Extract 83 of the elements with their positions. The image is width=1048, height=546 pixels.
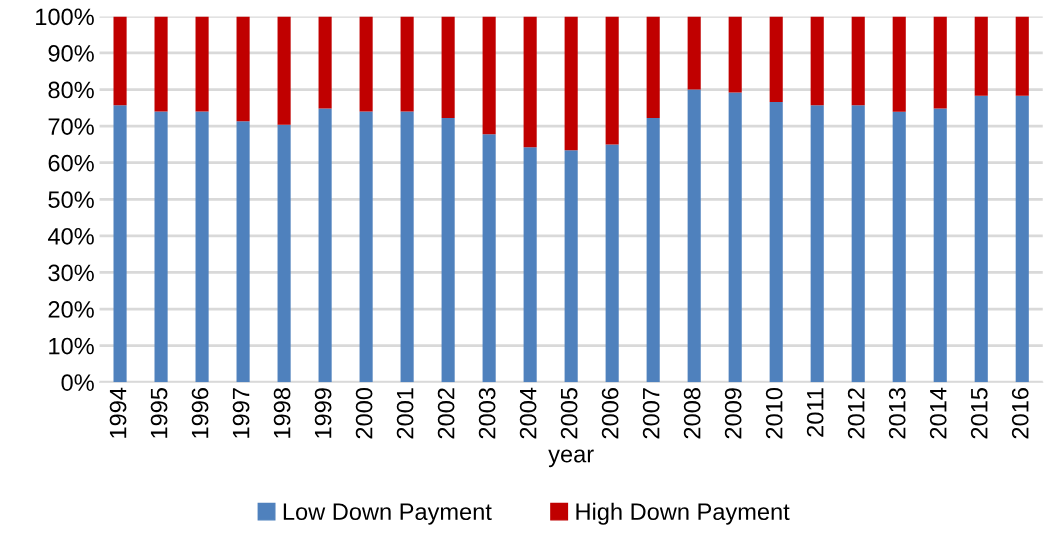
bar — [564, 150, 578, 383]
bar — [933, 16, 947, 109]
bar — [195, 16, 209, 112]
bar — [974, 95, 988, 383]
x-tick-label: 2015 — [970, 388, 988, 439]
bar — [810, 105, 824, 383]
bar — [1015, 16, 1029, 96]
bar — [728, 16, 742, 93]
x-tick-label: 2001 — [396, 388, 414, 439]
bar — [318, 108, 332, 383]
x-tick-label: 2013 — [888, 388, 906, 439]
bar — [564, 16, 578, 151]
bar — [441, 16, 455, 119]
y-tick-label: 100% — [36, 8, 94, 26]
x-tick-label: 2014 — [929, 387, 947, 439]
x-tick-label: 2012 — [847, 388, 865, 439]
y-tick-label: 30% — [48, 264, 94, 282]
bar — [933, 108, 947, 383]
bar — [359, 111, 373, 383]
bar — [646, 118, 660, 383]
bar — [318, 16, 332, 109]
bar — [154, 16, 168, 112]
bar — [113, 16, 127, 106]
x-tick-label: 2016 — [1011, 388, 1029, 439]
x-tick-label: 2008 — [683, 388, 701, 439]
bar — [113, 105, 127, 383]
bar — [400, 111, 414, 383]
x-tick-label: 2002 — [437, 388, 455, 439]
y-tick-label: 80% — [48, 81, 94, 99]
x-tick-label: 2004 — [519, 387, 537, 439]
bar — [687, 89, 701, 383]
bar — [482, 16, 496, 135]
bar — [892, 16, 906, 112]
y-tick-label: 10% — [49, 337, 94, 355]
bar — [892, 111, 906, 383]
x-tick-label: 1996 — [191, 388, 209, 438]
bar — [851, 105, 865, 383]
bar — [646, 16, 660, 119]
bar — [277, 124, 291, 383]
x-tick-label: 2006 — [601, 388, 619, 439]
bar — [851, 16, 865, 106]
bar — [769, 101, 783, 383]
y-tick-label: 0% — [61, 374, 94, 391]
bar — [728, 92, 742, 383]
y-tick-label: 60% — [48, 154, 94, 172]
legend-label: High Down Payment — [576, 502, 790, 525]
x-tick-label: 2011 — [806, 388, 824, 437]
bar — [523, 147, 537, 383]
x-tick-label: 1997 — [232, 388, 250, 438]
x-tick-label: 2005 — [560, 388, 578, 439]
bar — [359, 16, 373, 112]
bar — [605, 16, 619, 145]
y-tick-label: 70% — [48, 118, 94, 135]
bar — [605, 144, 619, 383]
x-tick-label: 1998 — [273, 388, 291, 438]
bar — [1015, 95, 1029, 383]
bar — [277, 16, 291, 125]
y-tick-label: 40% — [47, 227, 94, 245]
bar — [195, 111, 209, 383]
x-tick-label: 1994 — [109, 387, 127, 438]
y-tick-label: 90% — [48, 45, 94, 62]
x-axis-title: year — [548, 449, 594, 468]
y-tick-label: 20% — [48, 301, 94, 318]
x-tick-label: 1995 — [150, 388, 168, 438]
bar — [441, 118, 455, 383]
bar — [400, 16, 414, 112]
x-tick-label: 2007 — [642, 388, 660, 439]
bar — [236, 16, 250, 122]
x-tick-label: 2010 — [765, 387, 783, 439]
x-tick-label: 2003 — [478, 388, 496, 439]
x-tick-label: 2009 — [724, 388, 742, 439]
bar — [523, 16, 537, 148]
bar — [810, 16, 824, 106]
legend-label: Low Down Payment — [283, 503, 492, 525]
bar — [687, 16, 701, 90]
bar — [769, 16, 783, 102]
x-tick-label: 1999 — [314, 388, 332, 438]
bar — [482, 134, 496, 383]
bar — [974, 16, 988, 96]
x-tick-label: 2000 — [355, 387, 373, 439]
bar — [154, 111, 168, 383]
y-tick-label: 50% — [48, 191, 94, 209]
bar — [236, 121, 250, 383]
